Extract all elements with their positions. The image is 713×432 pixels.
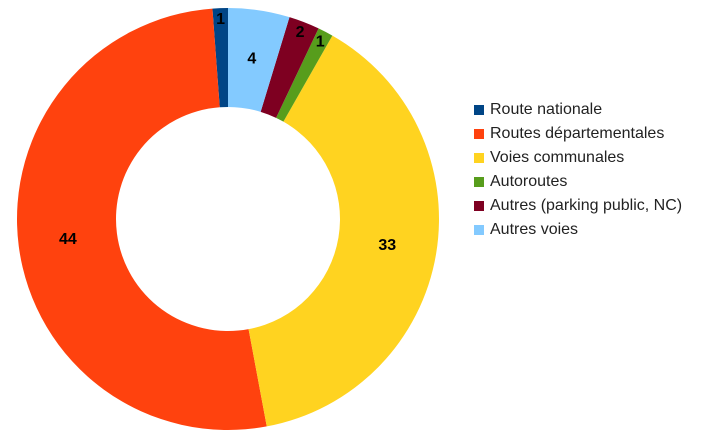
slice [276,28,333,122]
legend-swatch [474,129,484,139]
legend-label: Routes départementales [490,125,665,142]
value-label: 4 [247,50,256,67]
legend-label: Autres voies [490,221,579,238]
legend-item: Routes départementales [474,124,706,144]
legend-swatch [474,177,484,187]
slice [228,8,290,112]
slice [17,8,267,430]
legend-swatch [474,225,484,235]
legend-swatch [474,105,484,115]
legend-swatch [474,201,484,211]
legend-item: Voies communales [474,148,706,168]
legend-label: Autres (parking public, NC) [490,197,683,214]
slice [248,35,440,427]
value-label: 44 [59,231,77,248]
legend-item: Route nationale [474,100,706,120]
legend-item: Autoroutes [474,172,706,192]
legend-label: Route nationale [490,101,603,118]
slice [212,8,228,108]
legend-item: Autres voies [474,220,706,240]
legend-swatch [474,153,484,163]
legend-label: Autoroutes [490,173,568,190]
slice [260,17,319,118]
value-label: 33 [378,237,396,254]
value-label: 1 [216,11,225,28]
value-label: 2 [296,24,305,41]
value-label: 1 [316,33,325,50]
legend-label: Voies communales [490,149,625,166]
legend-item: Autres (parking public, NC) [474,196,706,216]
legend: Route nationale Routes départementales Voi… [474,100,706,244]
